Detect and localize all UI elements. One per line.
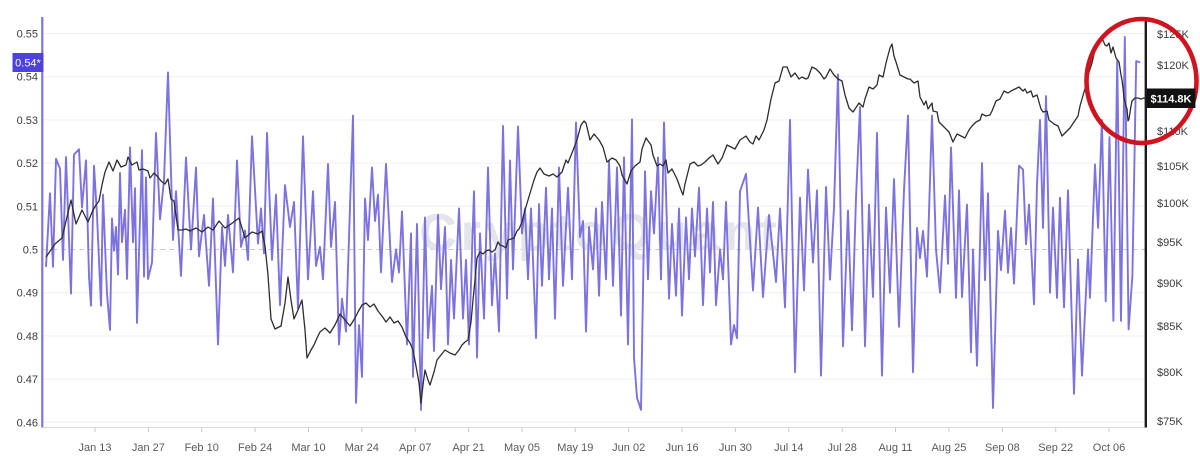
svg-text:May 19: May 19 bbox=[557, 442, 593, 454]
svg-text:Jun 16: Jun 16 bbox=[666, 442, 699, 454]
svg-text:Apr 07: Apr 07 bbox=[399, 442, 431, 454]
svg-text:Aug 11: Aug 11 bbox=[878, 442, 912, 454]
svg-text:0.54*: 0.54* bbox=[15, 58, 41, 70]
svg-text:$85K: $85K bbox=[1157, 321, 1183, 333]
svg-text:0.52: 0.52 bbox=[17, 158, 38, 170]
svg-text:Jun 02: Jun 02 bbox=[612, 442, 645, 454]
svg-text:$75K: $75K bbox=[1157, 416, 1183, 428]
svg-text:Feb 10: Feb 10 bbox=[185, 442, 219, 454]
svg-text:Apr 21: Apr 21 bbox=[452, 442, 484, 454]
svg-text:Oct 06: Oct 06 bbox=[1093, 442, 1125, 454]
svg-text:0.55: 0.55 bbox=[17, 29, 38, 41]
svg-text:$105K: $105K bbox=[1157, 161, 1189, 173]
svg-text:Aug 25: Aug 25 bbox=[931, 442, 966, 454]
svg-text:Jan 27: Jan 27 bbox=[132, 442, 165, 454]
svg-text:$114.8K: $114.8K bbox=[1151, 94, 1192, 106]
svg-text:Feb 24: Feb 24 bbox=[238, 442, 272, 454]
svg-text:$95K: $95K bbox=[1157, 237, 1183, 249]
svg-text:Mar 10: Mar 10 bbox=[291, 442, 325, 454]
svg-text:$100K: $100K bbox=[1157, 198, 1189, 210]
svg-text:Jun 30: Jun 30 bbox=[719, 442, 752, 454]
svg-text:May 05: May 05 bbox=[504, 442, 540, 454]
svg-text:0.54: 0.54 bbox=[17, 72, 38, 84]
svg-text:Sep 08: Sep 08 bbox=[985, 442, 1020, 454]
svg-text:0.53: 0.53 bbox=[17, 115, 38, 127]
svg-text:0.51: 0.51 bbox=[17, 201, 38, 213]
svg-text:Jul 14: Jul 14 bbox=[774, 442, 803, 454]
svg-text:$120K: $120K bbox=[1157, 60, 1189, 72]
svg-text:Jan 13: Jan 13 bbox=[78, 442, 111, 454]
svg-text:0.47: 0.47 bbox=[17, 374, 38, 386]
svg-text:0.48: 0.48 bbox=[17, 331, 38, 343]
svg-text:0.49: 0.49 bbox=[17, 288, 38, 300]
svg-text:$90K: $90K bbox=[1157, 278, 1183, 290]
svg-text:Sep 22: Sep 22 bbox=[1038, 442, 1073, 454]
svg-text:$80K: $80K bbox=[1157, 367, 1183, 379]
svg-text:Mar 24: Mar 24 bbox=[345, 442, 379, 454]
svg-text:Jul 28: Jul 28 bbox=[828, 442, 857, 454]
svg-text:0.46: 0.46 bbox=[17, 417, 38, 429]
svg-text:0.5: 0.5 bbox=[23, 245, 38, 257]
